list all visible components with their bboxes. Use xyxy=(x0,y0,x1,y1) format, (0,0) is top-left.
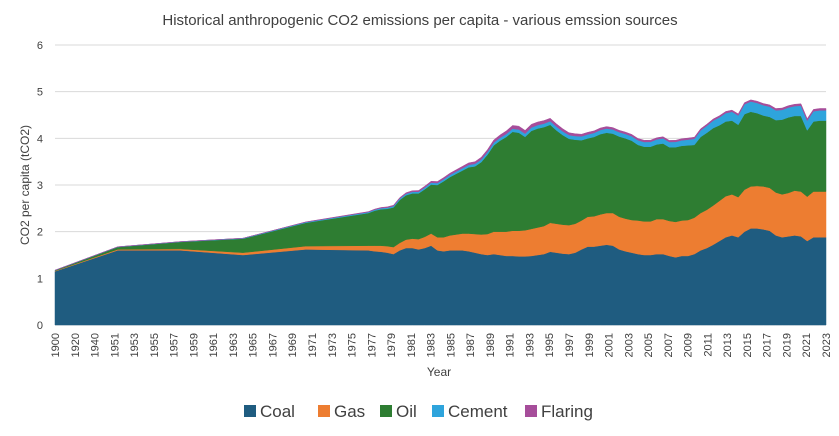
x-tick-label: 1955 xyxy=(149,333,161,357)
x-tick-label: 1951 xyxy=(109,333,121,357)
x-tick-label: 1995 xyxy=(544,333,556,357)
x-tick-label: 1991 xyxy=(505,333,517,357)
legend-label-cement: Cement xyxy=(448,402,508,421)
y-tick-label: 4 xyxy=(37,133,43,145)
x-tick-label: 1969 xyxy=(287,333,299,357)
x-tick-label: 1993 xyxy=(524,333,536,357)
y-tick-label: 0 xyxy=(37,320,43,332)
y-axis-label: CO2 per capita (tCO2) xyxy=(18,125,32,245)
x-tick-label: 2011 xyxy=(702,333,714,357)
x-tick-label: 1981 xyxy=(406,333,418,357)
x-tick-label: 2013 xyxy=(722,333,734,357)
legend-label-oil: Oil xyxy=(396,402,417,421)
x-tick-label: 1963 xyxy=(228,333,240,357)
y-tick-label: 6 xyxy=(37,40,43,52)
x-tick-label: 1959 xyxy=(188,333,200,357)
x-tick-label: 2007 xyxy=(663,333,675,357)
x-tick-label: 1997 xyxy=(564,333,576,357)
x-tick-label: 2005 xyxy=(643,333,655,357)
x-tick-label: 1965 xyxy=(248,333,260,357)
x-tick-label: 1979 xyxy=(386,333,398,357)
legend-swatch-flaring xyxy=(525,405,537,417)
legend-swatch-oil xyxy=(380,405,392,417)
legend-swatch-gas xyxy=(318,405,330,417)
y-axis-ticks: 0 1 2 3 4 5 6 xyxy=(37,40,43,332)
y-tick-label: 3 xyxy=(37,180,43,192)
x-tick-label: 1900 xyxy=(50,333,62,357)
x-tick-label: 1987 xyxy=(465,333,477,357)
area-flaring xyxy=(54,99,827,271)
x-tick-label: 2015 xyxy=(742,333,754,357)
x-tick-label: 2021 xyxy=(801,333,813,357)
chart-title: Historical anthropogenic CO2 emissions p… xyxy=(162,12,677,29)
x-tick-label: 1977 xyxy=(366,333,378,357)
x-tick-label: 1967 xyxy=(267,333,279,357)
x-axis-ticks: 1900 1920 1940 1951 1953 1955 1957 1959 1961 1963… xyxy=(50,333,833,357)
y-tick-label: 1 xyxy=(37,273,43,285)
x-tick-label: 2019 xyxy=(781,333,793,357)
x-tick-label: 1983 xyxy=(426,333,438,357)
x-axis-label: Year xyxy=(427,365,451,379)
legend-label-flaring: Flaring xyxy=(541,402,593,421)
x-tick-label: 1985 xyxy=(445,333,457,357)
x-tick-label: 2001 xyxy=(604,333,616,357)
x-tick-label: 1973 xyxy=(327,333,339,357)
x-tick-label: 1999 xyxy=(584,333,596,357)
legend-label-coal: Coal xyxy=(260,402,295,421)
x-tick-label: 1961 xyxy=(208,333,220,357)
x-tick-label: 2003 xyxy=(623,333,635,357)
x-tick-label: 1953 xyxy=(129,333,141,357)
x-tick-label: 1989 xyxy=(485,333,497,357)
x-tick-label: 2023 xyxy=(821,333,833,357)
x-tick-label: 1957 xyxy=(169,333,181,357)
x-tick-label: 1975 xyxy=(347,333,359,357)
area-series xyxy=(54,99,827,326)
x-tick-label: 2017 xyxy=(762,333,774,357)
y-tick-label: 5 xyxy=(37,87,43,99)
legend-swatch-cement xyxy=(432,405,444,417)
x-tick-label: 1920 xyxy=(70,333,82,357)
x-tick-label: 2009 xyxy=(683,333,695,357)
y-tick-label: 2 xyxy=(37,227,43,239)
x-tick-label: 1971 xyxy=(307,333,319,357)
legend-swatch-coal xyxy=(244,405,256,417)
x-tick-label: 1940 xyxy=(90,333,102,357)
legend: Coal Gas Oil Cement Flaring xyxy=(244,402,593,421)
legend-label-gas: Gas xyxy=(334,402,365,421)
